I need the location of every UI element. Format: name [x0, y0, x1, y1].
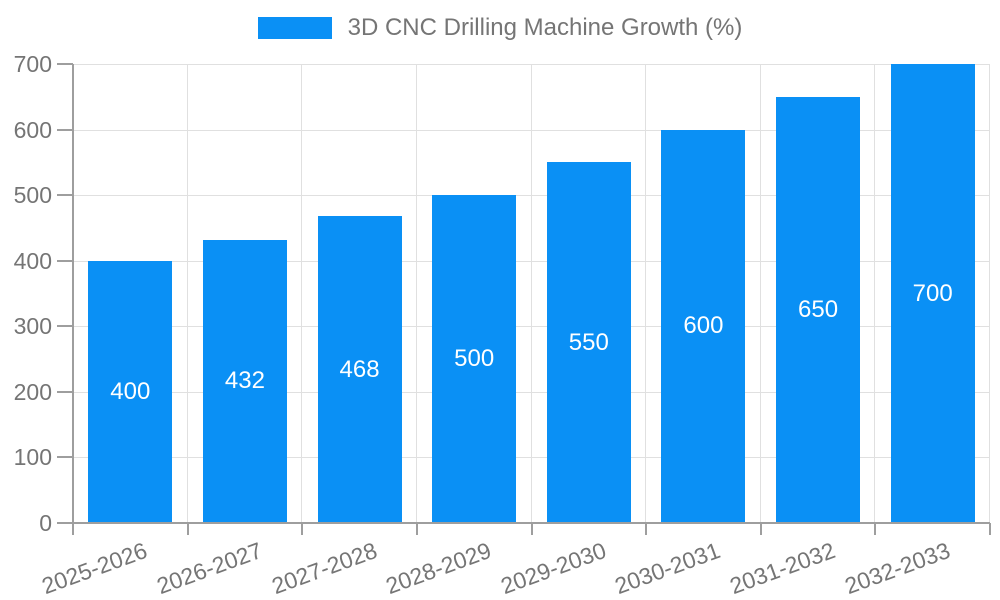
x-tick-label: 2028-2029: [382, 537, 495, 600]
gridline-v: [874, 64, 876, 523]
bar: [317, 216, 402, 523]
x-tick: [186, 523, 189, 535]
y-tick: [57, 456, 73, 459]
y-tick-label: 500: [13, 182, 52, 209]
legend-label: 3D CNC Drilling Machine Growth (%): [347, 14, 743, 41]
bar: [776, 96, 861, 523]
gridline-h: [73, 457, 990, 459]
gridline-v: [645, 64, 647, 523]
x-tick: [874, 523, 877, 535]
x-tick: [645, 523, 648, 535]
gridline-v: [301, 64, 303, 523]
y-tick-label: 700: [13, 51, 52, 77]
plot-area: 400 432 468 500 550 600 650 700: [73, 64, 990, 523]
bar-value-label: 700: [912, 279, 953, 307]
x-tick-label: 2025-2026: [38, 537, 151, 600]
y-tick: [57, 259, 73, 262]
bar: [202, 239, 287, 523]
legend-swatch: [257, 17, 332, 39]
bar-value-label: 400: [110, 377, 151, 405]
gridline-h: [73, 195, 990, 197]
x-tick: [759, 523, 762, 535]
gridline-v: [530, 64, 532, 523]
legend: 3D CNC Drilling Machine Growth (%): [0, 14, 1000, 42]
gridline-h: [73, 326, 990, 328]
gridline-h: [73, 391, 990, 393]
gridline-h: [73, 64, 990, 65]
y-tick-label: 300: [13, 313, 52, 340]
y-tick-label: 0: [39, 510, 52, 536]
x-tick: [989, 523, 991, 535]
bar: [88, 260, 173, 523]
x-tick-label: 2029-2030: [497, 537, 610, 600]
x-tick-label: 2031-2032: [726, 537, 839, 600]
y-tick: [57, 128, 73, 131]
y-tick: [57, 390, 73, 393]
bar-value-label: 650: [798, 295, 839, 323]
x-tick-label: 2030-2031: [611, 537, 724, 600]
y-tick-label: 200: [13, 378, 52, 405]
gridline-v: [186, 64, 188, 523]
bar: [890, 64, 975, 523]
x-axis-line: [57, 522, 990, 524]
gridline-h: [73, 129, 990, 131]
gridline-h: [73, 260, 990, 262]
y-tick: [57, 194, 73, 197]
y-tick: [57, 63, 73, 65]
bar-value-label: 550: [568, 328, 609, 356]
x-tick-label: 2032-2033: [840, 537, 954, 600]
bar: [432, 195, 517, 523]
y-tick: [57, 522, 73, 524]
y-axis-line: [72, 64, 74, 534]
bar-value-label: 468: [339, 355, 380, 383]
gridline-v: [415, 64, 417, 523]
x-tick-label: 2027-2028: [267, 537, 381, 600]
x-tick: [301, 523, 304, 535]
gridline-v: [759, 64, 761, 523]
y-tick-label: 100: [13, 444, 52, 471]
bar-value-label: 500: [454, 345, 495, 373]
bar: [546, 162, 631, 523]
y-tick: [57, 325, 73, 328]
gridline-v: [989, 64, 990, 523]
y-tick-label: 600: [13, 116, 52, 143]
bar: [661, 129, 746, 523]
x-tick: [415, 523, 418, 535]
y-tick-label: 400: [13, 247, 52, 274]
bar-value-label: 600: [683, 312, 724, 340]
x-tick-label: 2026-2027: [153, 537, 266, 600]
x-tick: [72, 523, 74, 535]
bar-value-label: 432: [224, 367, 265, 395]
x-tick: [530, 523, 533, 535]
